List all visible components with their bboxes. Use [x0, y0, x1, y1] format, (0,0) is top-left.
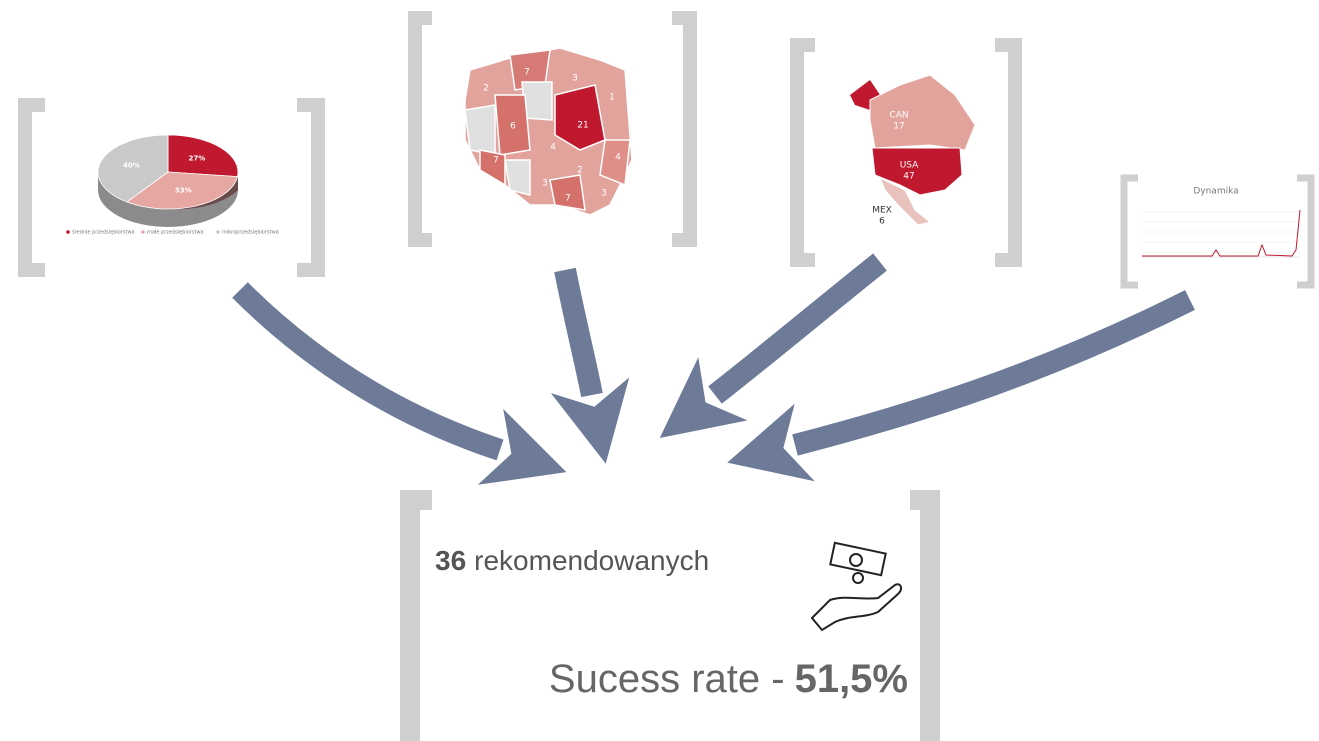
- region-label: 2: [483, 84, 489, 94]
- pie-label: 27%: [188, 155, 205, 163]
- region-label: 1: [609, 93, 615, 103]
- legend-label: małe przedsiębiorstwa: [147, 230, 204, 236]
- legend-swatch: [66, 230, 70, 234]
- country-name: MEX: [872, 206, 892, 216]
- country-name: USA: [900, 161, 919, 171]
- country-value: 6: [879, 217, 885, 227]
- region-label: 3: [542, 179, 548, 189]
- arrow: [550, 267, 630, 464]
- north-america-map: [850, 74, 976, 226]
- arrow: [727, 290, 1195, 482]
- legend-swatch: [216, 230, 220, 234]
- country-value: 47: [903, 172, 914, 182]
- region-label: 2: [577, 166, 583, 176]
- bracket: [790, 38, 1022, 267]
- bracket: [408, 11, 697, 247]
- pie-label: 33%: [175, 187, 192, 195]
- pie-slice: [167, 134, 239, 178]
- legend-swatch: [141, 230, 145, 234]
- country-value: 17: [893, 122, 904, 132]
- region-label: 3: [572, 74, 578, 84]
- bracket: [400, 490, 940, 741]
- country-name: CAN: [889, 111, 908, 121]
- region-label: 7: [493, 156, 499, 166]
- arrow: [659, 253, 887, 438]
- pie-label: 40%: [123, 162, 140, 170]
- chart-title: Dynamika: [1193, 187, 1238, 197]
- legend-label: mikroprzedsiębiorstwa: [222, 230, 279, 236]
- success-rate: 51,5%: [795, 657, 908, 701]
- success-text: Sucess rate -51,5%: [549, 657, 908, 701]
- recommended-text: 36 rekomendowanych: [435, 545, 709, 576]
- region-label: 7: [524, 68, 530, 78]
- region-label: 4: [615, 153, 621, 163]
- recommended-count: 36: [435, 545, 466, 576]
- region-label: 3: [601, 189, 607, 199]
- pie-slice: [126, 171, 238, 210]
- money-icon: [810, 541, 902, 632]
- region-label: 7: [565, 194, 571, 204]
- bracket: [18, 98, 325, 277]
- region-label: 6: [510, 122, 516, 132]
- pie-slice: [97, 134, 169, 203]
- region-label: 21: [577, 121, 588, 131]
- trend-chart: [1142, 209, 1301, 258]
- success-label: Sucess rate -: [549, 657, 785, 701]
- arrow: [232, 282, 567, 485]
- pie: 27% 33% 40%: [97, 134, 239, 210]
- legend-label: średnie przedsiębiorstwa: [72, 229, 135, 236]
- poland-map: [464, 47, 633, 216]
- region-label: 4: [550, 143, 556, 153]
- bracket: [1120, 174, 1315, 289]
- recommended-label: rekomendowanych: [474, 545, 709, 576]
